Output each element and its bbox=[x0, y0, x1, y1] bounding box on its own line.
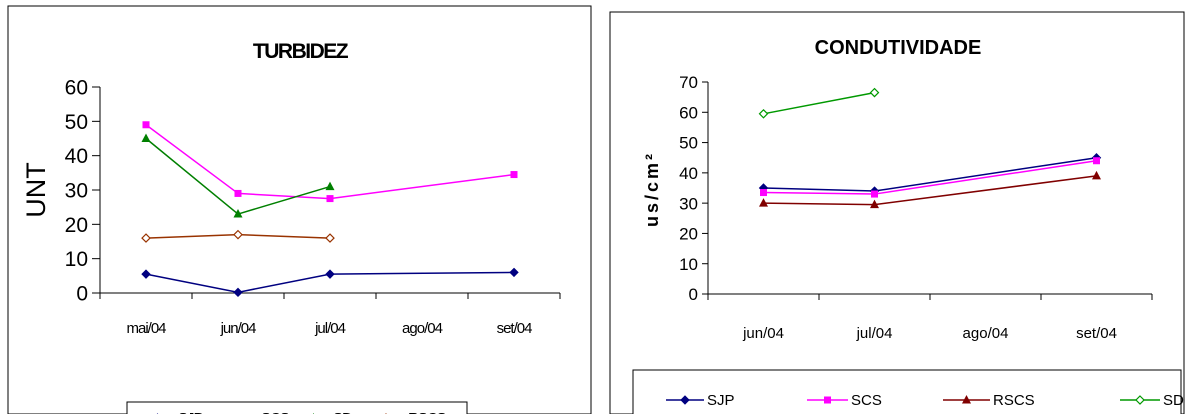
turbidez-series-scs-point bbox=[326, 195, 334, 203]
condutividade-series-rscs-point bbox=[1092, 170, 1101, 180]
condutividade-legend bbox=[632, 369, 1182, 419]
turbidez-series-sd-point bbox=[325, 181, 335, 191]
turbidez-y-tick-label: 10 bbox=[65, 248, 88, 271]
turbidez-legend-label-scs: SCS bbox=[261, 410, 290, 414]
turbidez-legend-label-sjp: SJP bbox=[178, 410, 204, 414]
turbidez-series-scs-point bbox=[510, 171, 518, 179]
turbidez-series-sjp-line bbox=[145, 271, 515, 294]
turbidez-series-rscs-point bbox=[141, 233, 151, 243]
turbidez-chart-frame bbox=[7, 5, 592, 415]
condutividade-series-rscs-point bbox=[759, 198, 768, 207]
turbidez-x-tick-label: jun/04 bbox=[220, 320, 257, 337]
condutividade-title: CONDUTIVIDADE bbox=[815, 37, 982, 59]
turbidez-series-sd-point bbox=[233, 209, 243, 218]
condutividade-y-tick-label: 70 bbox=[679, 73, 698, 92]
condutividade-x-tick-label: jun/04 bbox=[742, 325, 784, 342]
condutividade-legend-label-rscs: RSCS bbox=[993, 392, 1035, 409]
turbidez-x-tick-label: ago/04 bbox=[402, 320, 443, 337]
turbidez-legend-label-sd: SD bbox=[333, 410, 353, 414]
condutividade-y-tick-label: 40 bbox=[679, 164, 698, 183]
turbidez-series-sjp-point bbox=[141, 269, 151, 279]
condutividade-series-sd-point bbox=[758, 108, 769, 119]
turbidez-series-scs-line bbox=[145, 124, 515, 200]
condutividade-y-tick-label: 20 bbox=[679, 225, 698, 244]
condutividade-x-tick-label: set/04 bbox=[1076, 325, 1117, 342]
turbidez-series-scs-point bbox=[142, 121, 150, 129]
condutividade-y-tick-label: 10 bbox=[679, 255, 698, 274]
condutividade-series-sd-point bbox=[869, 87, 880, 98]
turbidez-series-rscs-point bbox=[325, 233, 335, 243]
turbidez-series-sjp-point bbox=[509, 267, 519, 278]
turbidez-y-tick-label: 40 bbox=[65, 145, 88, 168]
turbidez-y-tick-label: 20 bbox=[65, 214, 88, 237]
condutividade-series-rscs-point bbox=[870, 199, 879, 209]
turbidez-series-rscs-point bbox=[233, 229, 243, 240]
turbidez-y-tick-label: 0 bbox=[76, 283, 88, 306]
condutividade-y-tick-label: 60 bbox=[679, 103, 698, 122]
turbidez-y-tick-label: 50 bbox=[65, 111, 88, 134]
condutividade-legend-marker-scs bbox=[824, 396, 831, 404]
turbidez-series-sd-point bbox=[141, 133, 151, 142]
condutividade-x-tick-label: ago/04 bbox=[963, 325, 1009, 342]
condutividade-legend-label-scs: SCS bbox=[851, 392, 882, 409]
condutividade-series-scs-point bbox=[1093, 157, 1100, 165]
condutividade-y-tick-label: 30 bbox=[679, 194, 698, 213]
turbidez-x-tick-label: mai/04 bbox=[126, 320, 166, 337]
turbidez-series-scs-point bbox=[234, 189, 242, 197]
turbidez-x-tick-label: jul/04 bbox=[314, 320, 346, 337]
turbidez-y-axis-label: UNT bbox=[21, 162, 51, 218]
condutividade-legend-label-sd: SD bbox=[1163, 392, 1184, 409]
turbidez-series-sjp-point bbox=[233, 287, 243, 298]
condutividade-chart-frame bbox=[609, 11, 1185, 415]
condutividade-y-tick-label: 0 bbox=[689, 285, 698, 304]
turbidez-series-sjp-point bbox=[325, 269, 335, 279]
condutividade-series-sd-line bbox=[763, 91, 875, 115]
condutividade-legend-marker-sjp bbox=[680, 395, 690, 405]
condutividade-y-tick-label: 50 bbox=[679, 134, 698, 153]
condutividade-y-axis-label: us/cm² bbox=[642, 151, 662, 227]
condutividade-legend-marker-sd bbox=[1135, 395, 1145, 405]
condutividade-series-scs-point bbox=[760, 189, 767, 197]
condutividade-series-scs-point bbox=[871, 190, 878, 198]
turbidez-legend-label-rscs: RSCS bbox=[408, 410, 447, 414]
condutividade-legend-marker-rscs bbox=[962, 395, 971, 404]
turbidez-x-tick-label: set/04 bbox=[497, 320, 533, 337]
condutividade-x-tick-label: jul/04 bbox=[856, 325, 893, 342]
turbidez-y-tick-label: 30 bbox=[65, 180, 88, 203]
turbidez-y-tick-label: 60 bbox=[65, 77, 88, 100]
condutividade-legend-label-sjp: SJP bbox=[707, 392, 735, 409]
turbidez-title: TURBIDEZ bbox=[253, 40, 349, 63]
